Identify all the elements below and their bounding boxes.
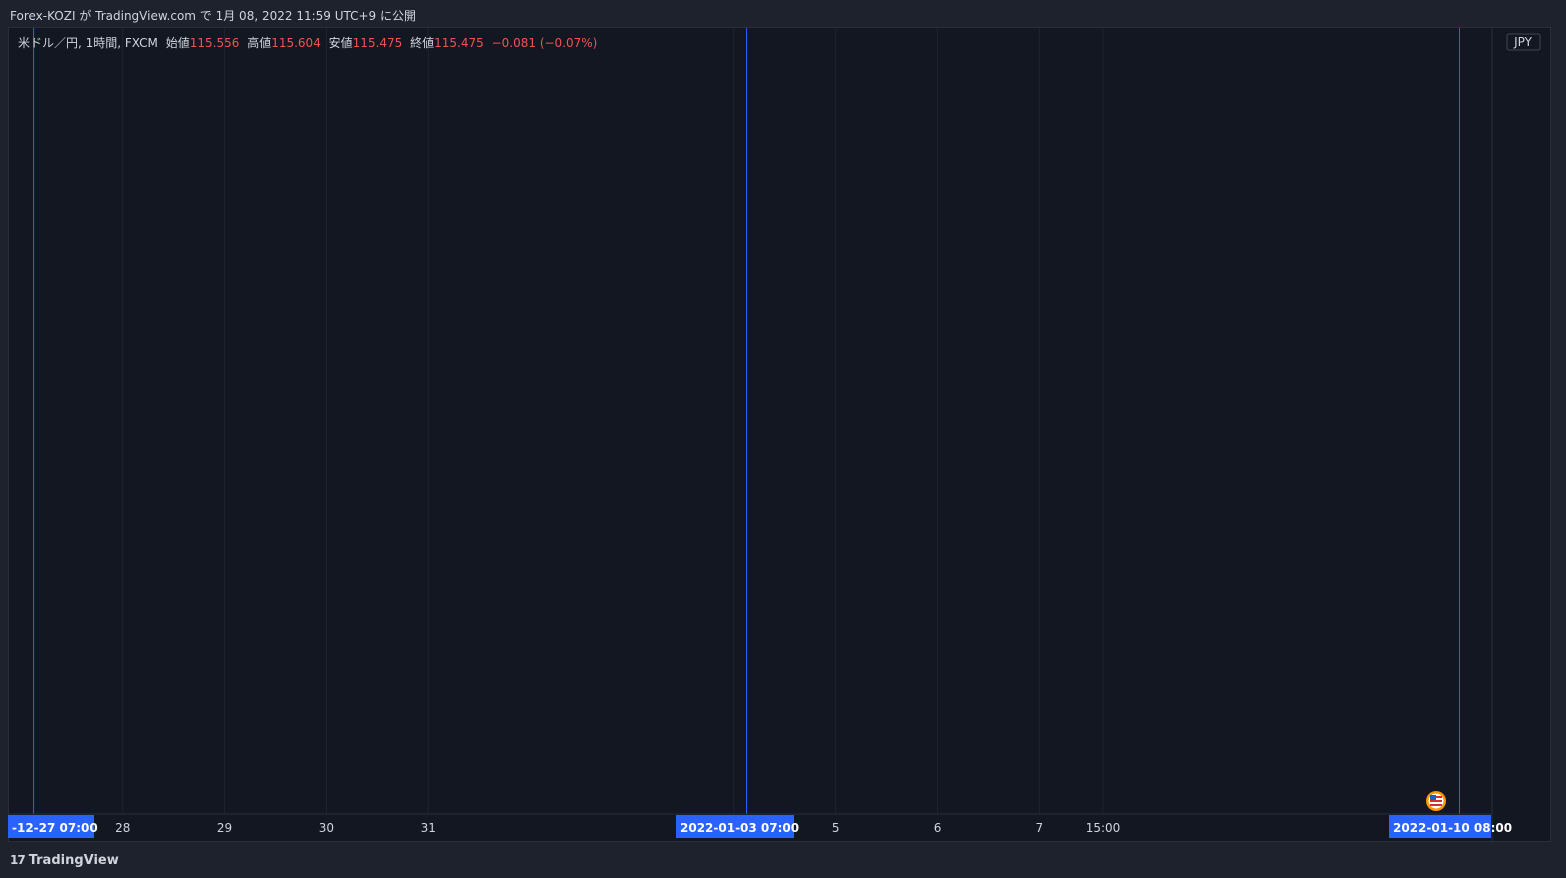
change-value: −0.081 (−0.07%) — [491, 36, 598, 50]
time-axis: 28293031456715:00 — [9, 813, 1492, 835]
time-tick-label: 5 — [832, 821, 840, 835]
time-tick-label: 15:00 — [1086, 821, 1121, 835]
symbol-name[interactable]: 米ドル／円, 1時間, FXCM — [18, 36, 158, 50]
drawings-layer — [33, 28, 1460, 814]
tradingview-brand: TradingView — [28, 853, 119, 868]
time-tick-label: 28 — [115, 821, 130, 835]
open-value: 115.556 — [189, 36, 240, 50]
mid-date-tag: 2022-01-03 07:00 — [680, 821, 799, 835]
high-label: 高値 — [247, 36, 272, 50]
time-tick-label: 7 — [1036, 821, 1044, 835]
start-date-tag-box — [8, 815, 94, 838]
currency-tag-box — [1506, 33, 1541, 51]
time-tick-label: 29 — [217, 821, 232, 835]
mid-date-tag-box — [676, 815, 794, 838]
us-flag-stripe — [1430, 800, 1442, 802]
us-flag-canton — [1430, 795, 1436, 800]
footer-bar: 17 TradingView — [0, 843, 1566, 878]
time-tick-label: 6 — [934, 821, 942, 835]
chart-pane[interactable] — [8, 27, 1551, 842]
high-value: 115.604 — [271, 36, 321, 50]
time-tick-label: 30 — [319, 821, 334, 835]
candlestick-chart[interactable]: 28293031456715:00 JPY115.475115.090-12-2… — [0, 0, 1566, 843]
time-tick-label: 31 — [421, 821, 436, 835]
axis-tags: JPY115.475115.090-12-27 07:002022-01-03 … — [8, 33, 1541, 838]
symbol-legend[interactable]: 米ドル／円, 1時間, FXCM 始値115.556 高値115.604 安値1… — [18, 34, 597, 51]
start-date-tag: -12-27 07:00 — [12, 821, 98, 835]
tradingview-logo[interactable]: 17 TradingView — [10, 853, 119, 868]
end-date-tag: 2022-01-10 08:00 — [1393, 821, 1512, 835]
close-label: 終値 — [410, 36, 435, 50]
currency-tag: JPY — [1513, 35, 1533, 49]
tradingview-mark-icon: 17 — [10, 853, 26, 867]
publish-info: Forex-KOZI が TradingView.com で 1月 08, 20… — [10, 9, 417, 23]
publish-bar: Forex-KOZI が TradingView.com で 1月 08, 20… — [0, 0, 1566, 28]
close-value: 115.475 — [434, 36, 484, 50]
low-label: 安値 — [328, 36, 353, 50]
us-flag-stripe — [1430, 804, 1442, 806]
end-date-tag-box — [1389, 815, 1491, 838]
grid-lines — [122, 28, 1104, 814]
open-label: 始値 — [165, 36, 190, 50]
low-value: 115.475 — [352, 36, 403, 50]
